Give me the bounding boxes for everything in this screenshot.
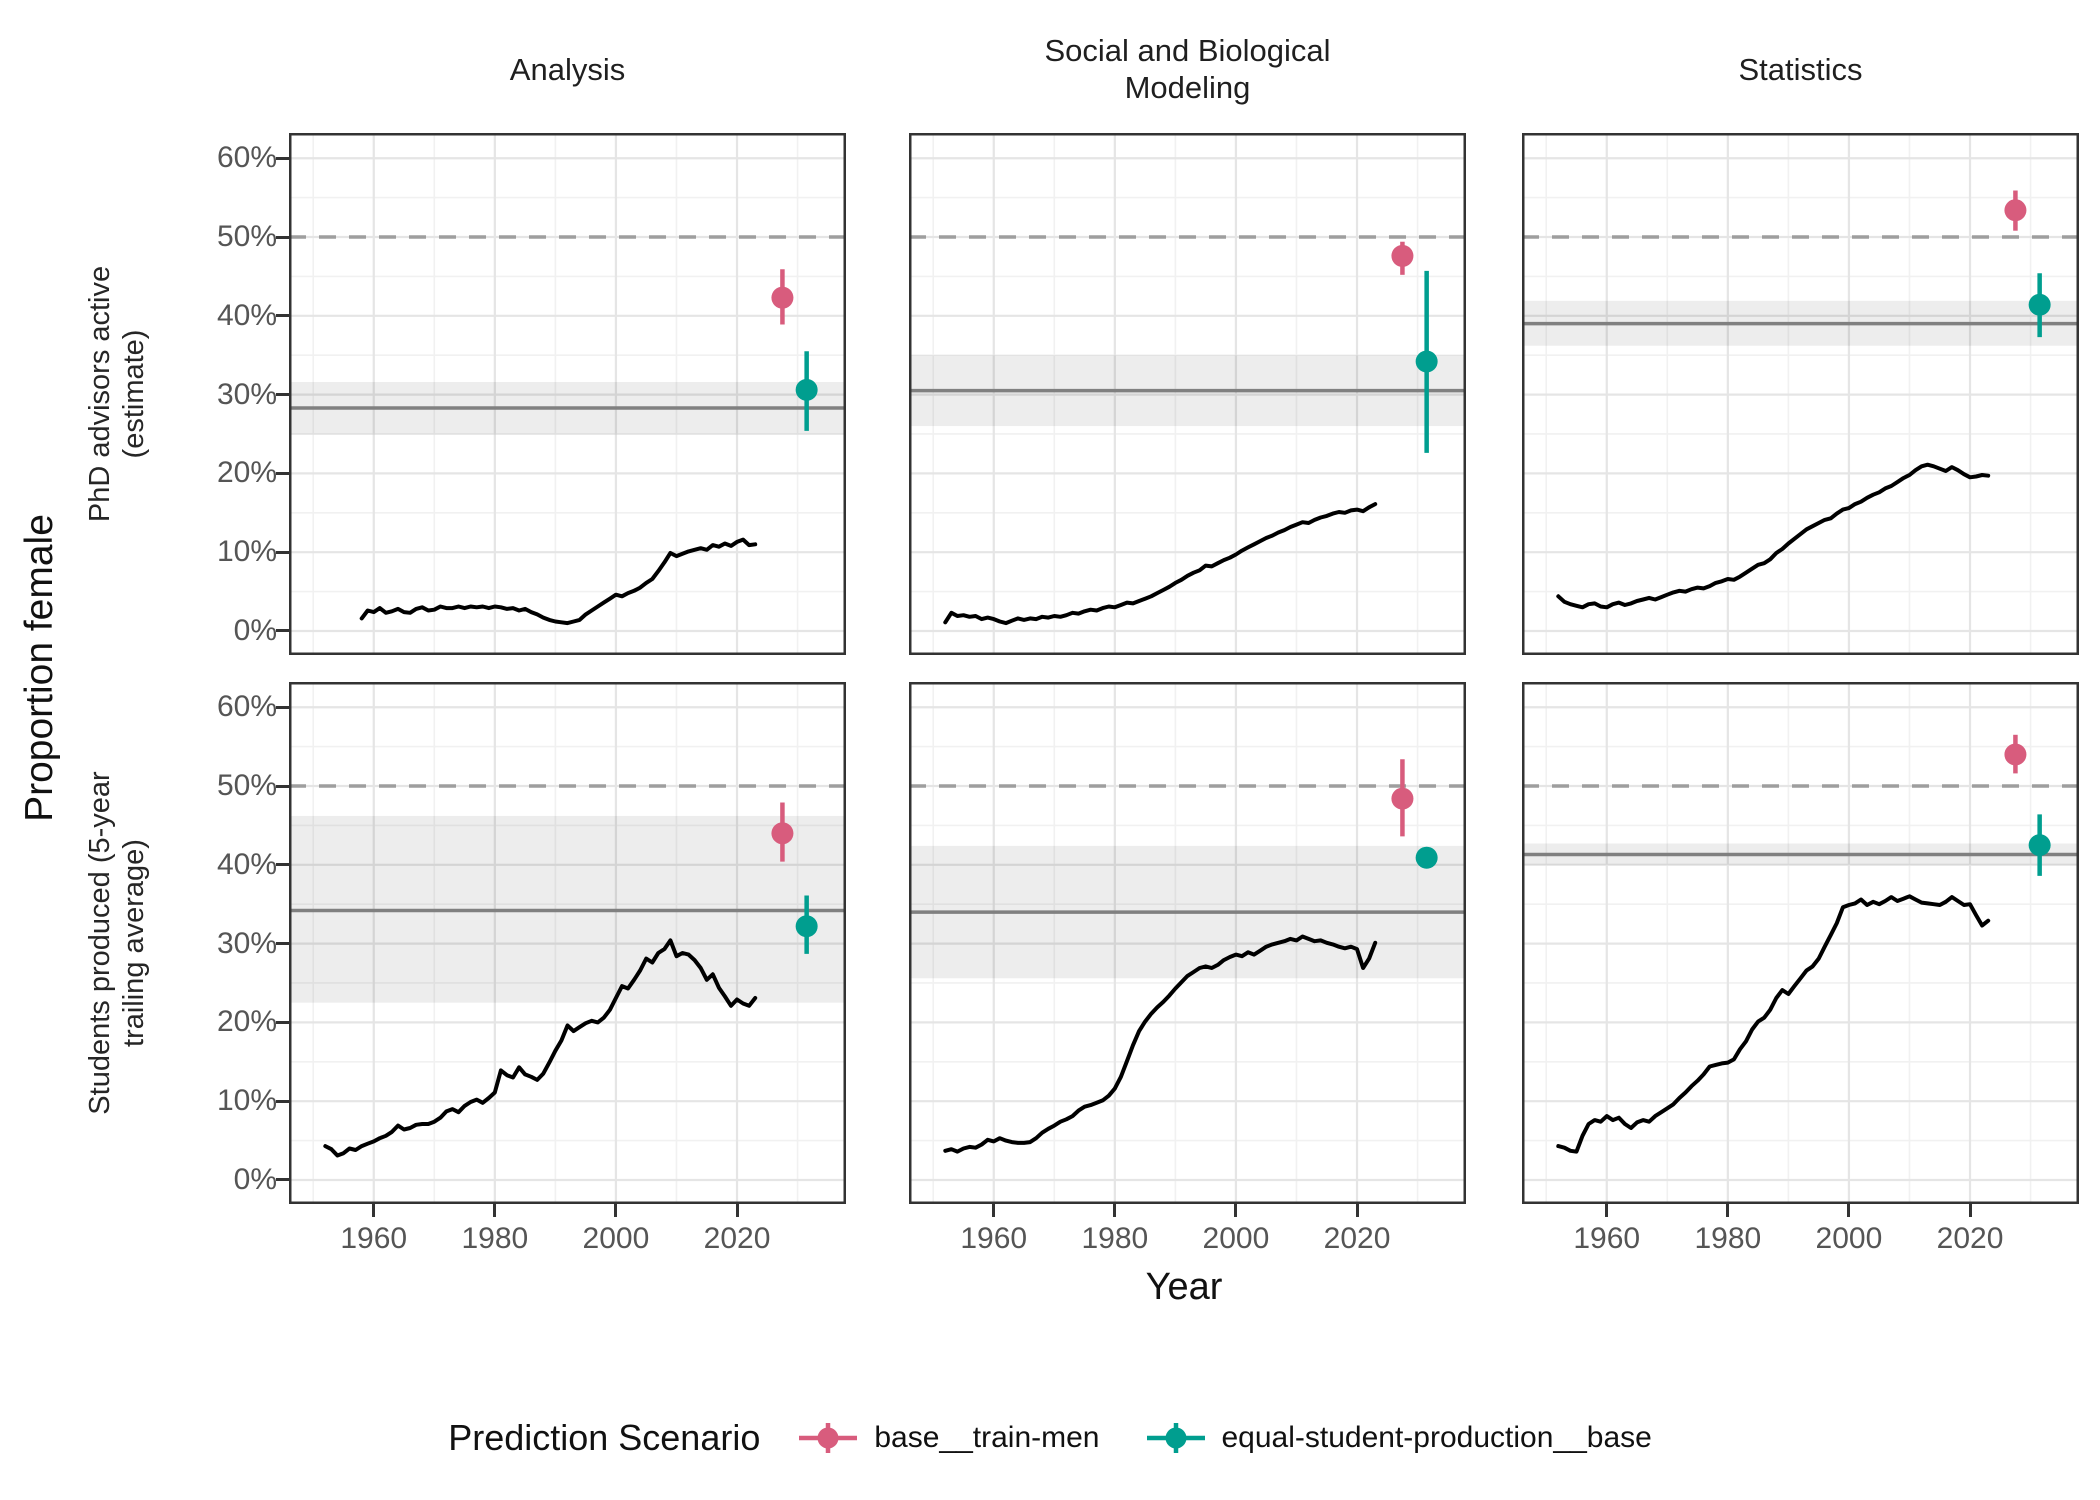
prediction-point-base__train-men xyxy=(2004,199,2027,222)
historical-line xyxy=(943,502,1378,626)
x-tick-0-2020: 2020 xyxy=(703,1222,771,1255)
panel-border xyxy=(1522,682,2079,1204)
y-axis-title: Proportion female xyxy=(18,514,61,822)
y-tick-mark xyxy=(276,942,289,946)
legend-key-pointrange-icon xyxy=(1146,1423,1205,1453)
panel-stats-advisors xyxy=(1522,133,2079,655)
x-tick-1-1960: 1960 xyxy=(960,1222,1028,1255)
x-tick-mark xyxy=(614,1204,618,1217)
y-tick-mark xyxy=(276,784,289,788)
facet-row-label-0: PhD advisors active (estimate) xyxy=(83,265,150,523)
x-tick-0-1980: 1980 xyxy=(461,1222,529,1255)
y-tick-0-30%: 30% xyxy=(216,377,277,411)
y-tick-1-60%: 60% xyxy=(216,690,277,724)
prediction-point-base__train-men xyxy=(771,286,794,309)
x-tick-mark xyxy=(1726,1204,1730,1217)
y-tick-1-30%: 30% xyxy=(216,926,277,960)
legend-item-equal-student-production__base: equal-student-production__base xyxy=(1144,1416,1652,1460)
legend-label: equal-student-production__base xyxy=(1221,1421,1652,1454)
historical-line xyxy=(943,934,1378,1154)
legend-items: base__train-men equal-student-production_… xyxy=(796,1416,1652,1460)
y-tick-mark xyxy=(276,629,289,633)
y-tick-mark xyxy=(276,1099,289,1103)
panel-border xyxy=(1522,133,2079,655)
x-tick-mark xyxy=(493,1204,497,1217)
facet-title-socbio: Social and Biological Modeling xyxy=(1044,33,1331,105)
legend-item-base__train-men: base__train-men xyxy=(796,1416,1100,1460)
historical-line xyxy=(323,938,758,1158)
prediction-point-equal-student-production__base xyxy=(2028,834,2051,857)
panel-socbio-students xyxy=(909,682,1466,1204)
y-tick-1-0%: 0% xyxy=(233,1162,277,1196)
prediction-point-base__train-men xyxy=(2004,743,2027,766)
panel-border xyxy=(909,133,1466,655)
y-tick-mark xyxy=(276,156,289,160)
y-tick-1-40%: 40% xyxy=(216,847,277,881)
prediction-point-base__train-men xyxy=(1391,787,1414,810)
panel-border xyxy=(909,682,1466,1204)
y-tick-mark xyxy=(276,314,289,318)
historical-line xyxy=(1556,462,1991,610)
legend: Prediction Scenario base__train-men equal… xyxy=(0,1398,2100,1478)
x-tick-0-2000: 2000 xyxy=(582,1222,650,1255)
x-tick-mark xyxy=(1605,1204,1609,1217)
x-tick-mark xyxy=(1234,1204,1238,1217)
x-tick-mark xyxy=(372,1204,376,1217)
y-tick-0-10%: 10% xyxy=(216,535,277,569)
x-tick-2-2020: 2020 xyxy=(1936,1222,2004,1255)
x-tick-mark xyxy=(992,1204,996,1217)
x-tick-1-1980: 1980 xyxy=(1081,1222,1149,1255)
y-tick-0-40%: 40% xyxy=(216,298,277,332)
panel-stats-students xyxy=(1522,682,2079,1204)
x-tick-1-2000: 2000 xyxy=(1202,1222,1270,1255)
y-tick-0-0%: 0% xyxy=(233,613,277,647)
y-tick-mark xyxy=(276,863,289,867)
prediction-point-base__train-men xyxy=(771,822,794,845)
historical-line xyxy=(359,537,758,626)
y-tick-mark xyxy=(276,393,289,397)
panel-border xyxy=(289,133,846,655)
panel-border xyxy=(289,682,846,1204)
y-tick-1-20%: 20% xyxy=(216,1005,277,1039)
prediction-point-equal-student-production__base xyxy=(795,915,818,938)
legend-label: base__train-men xyxy=(874,1421,1100,1454)
historical-line xyxy=(1556,894,1991,1154)
x-tick-mark xyxy=(1847,1204,1851,1217)
y-tick-mark xyxy=(276,1178,289,1182)
legend-key-pointrange-icon xyxy=(799,1423,858,1453)
y-tick-mark xyxy=(276,235,289,239)
x-tick-mark xyxy=(1968,1204,1972,1217)
panel-analysis-students xyxy=(289,682,846,1204)
facet-title-analysis: Analysis xyxy=(509,51,626,87)
x-tick-0-1960: 1960 xyxy=(340,1222,408,1255)
x-axis-title: Year xyxy=(1145,1266,1223,1308)
y-tick-0-60%: 60% xyxy=(216,141,277,175)
x-tick-mark xyxy=(735,1204,739,1217)
facet-row-label-1: Students produced (5-year trailing avera… xyxy=(83,771,150,1115)
x-tick-mark xyxy=(1113,1204,1117,1217)
panel-socbio-advisors xyxy=(909,133,1466,655)
x-tick-2-1960: 1960 xyxy=(1573,1222,1641,1255)
y-tick-0-50%: 50% xyxy=(216,220,277,253)
prediction-point-equal-student-production__base xyxy=(2028,293,2051,316)
y-tick-mark xyxy=(276,471,289,475)
legend-title: Prediction Scenario xyxy=(448,1417,761,1458)
prediction-point-equal-student-production__base xyxy=(795,378,818,401)
y-tick-mark xyxy=(276,550,289,554)
x-tick-mark xyxy=(1355,1204,1359,1217)
x-tick-1-2020: 2020 xyxy=(1323,1222,1391,1255)
y-tick-mark xyxy=(276,1020,289,1024)
prediction-point-equal-student-production__base xyxy=(1415,350,1438,373)
y-tick-1-10%: 10% xyxy=(216,1084,277,1118)
prediction-point-base__train-men xyxy=(1391,244,1414,267)
y-tick-0-20%: 20% xyxy=(216,456,277,490)
y-tick-mark xyxy=(276,705,289,709)
facet-title-stats: Statistics xyxy=(1738,51,1863,87)
x-tick-2-2000: 2000 xyxy=(1815,1222,1883,1255)
panel-analysis-advisors xyxy=(289,133,846,655)
y-tick-1-50%: 50% xyxy=(216,769,277,802)
prediction-point-equal-student-production__base xyxy=(1415,846,1438,869)
x-tick-2-1980: 1980 xyxy=(1694,1222,1762,1255)
